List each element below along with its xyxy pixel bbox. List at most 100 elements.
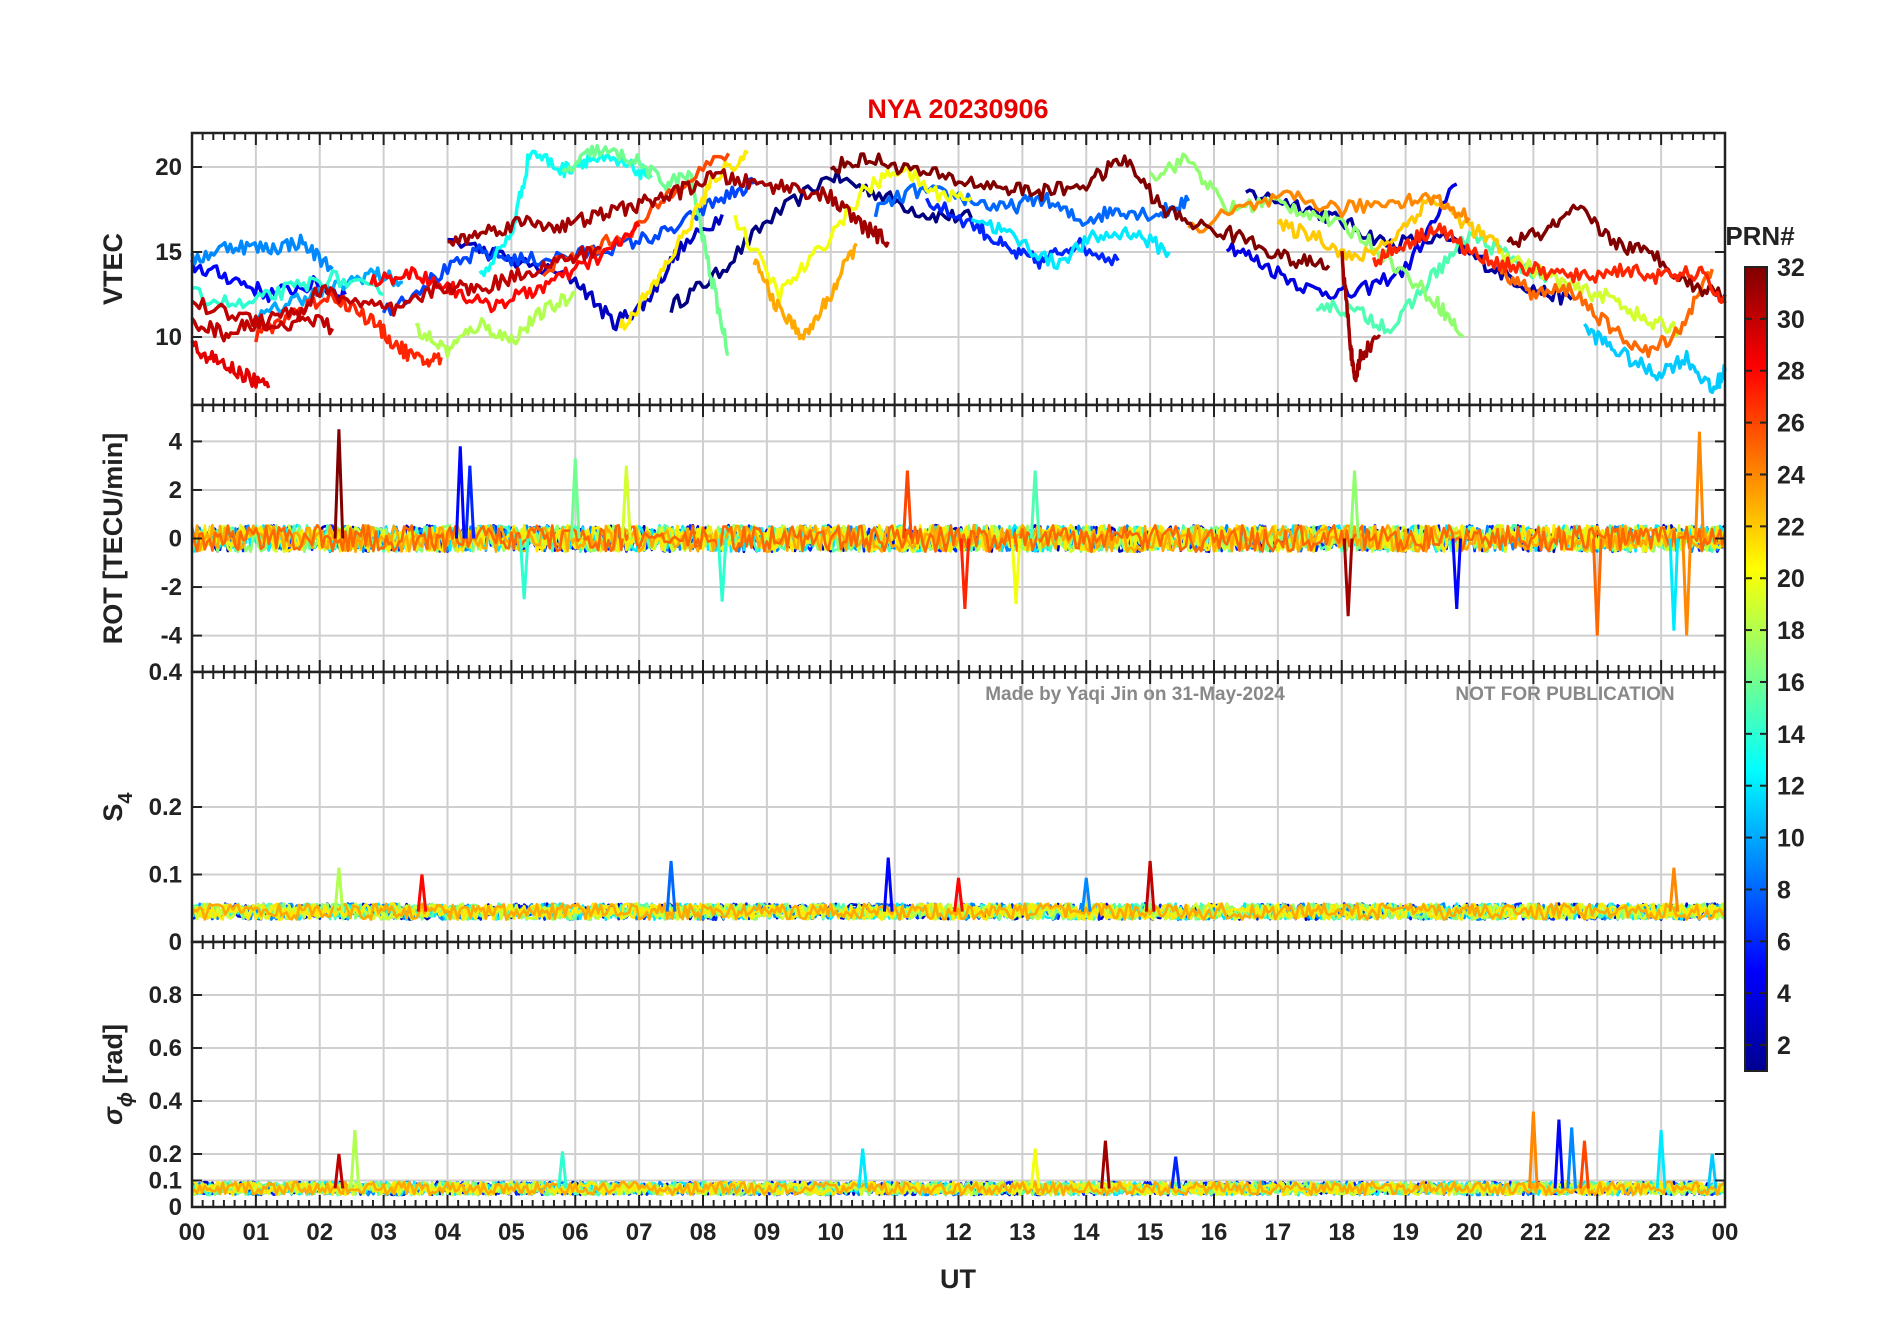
vtec-series-prn-29 [190, 339, 271, 389]
x-tick-label: 04 [434, 1219, 461, 1246]
series-group [190, 857, 1727, 922]
sigma_phi-spike-prn-18 [349, 1130, 361, 1189]
panel-rot: -4 -2 0 2 4 ROT [TECU/min] [98, 403, 1727, 674]
colorbar-gradient [1744, 266, 1768, 1072]
colorbar-tick-label: 10 [1777, 825, 1805, 853]
x-axis-label: UT [940, 1264, 976, 1294]
vtec-series-prn-23 [752, 242, 858, 341]
colorbar-tick-label: 26 [1777, 410, 1805, 438]
x-tick-label: 08 [690, 1219, 717, 1246]
y-axis-label: ROT [TECU/min] [98, 433, 128, 644]
x-tick-label: 00 [1712, 1219, 1739, 1246]
rot-spike-prn-12 [1668, 538, 1680, 631]
rot-spike-prn-14 [518, 538, 530, 600]
vtec-series-prn-4 [1225, 182, 1458, 301]
rot-spike-prn-25 [1591, 538, 1603, 636]
vtec-series-prn-27 [254, 290, 443, 368]
rot-spike-prn-16 [569, 458, 581, 539]
series-group [190, 429, 1727, 636]
y-axis-label: S4 [98, 792, 137, 822]
x-tick-label: 19 [1392, 1219, 1419, 1246]
vtec-series-prn-9 [190, 233, 334, 273]
vtec-series-prn-18 [414, 290, 577, 359]
rot-spike-prn-19 [621, 465, 632, 539]
colorbar-tick-label: 30 [1777, 306, 1805, 334]
sigma_phi-spike-prn-11 [1706, 1153, 1718, 1189]
rot-spike-prn-5 [1451, 538, 1463, 609]
x-tick-label: 06 [562, 1219, 589, 1246]
rot-spike-prn-32 [333, 429, 345, 539]
sigma_phi-spike-prn-20 [1029, 1148, 1041, 1189]
s4-spike-prn-8 [665, 860, 677, 912]
x-tick-label: 01 [243, 1219, 270, 1246]
series-group [190, 1111, 1727, 1197]
colorbar-tick-label: 22 [1777, 513, 1805, 541]
sigma_phi-spike-prn-26 [1579, 1140, 1590, 1189]
y-tick-label: 10 [155, 324, 182, 351]
x-tick-label: 16 [1201, 1219, 1228, 1246]
x-tick-label: 15 [1137, 1219, 1164, 1246]
vtec-series-prn-11 [1583, 322, 1727, 395]
colorbar-tick-label: 28 [1777, 358, 1805, 386]
vtec-series-prn-32 [1506, 203, 1727, 304]
sigma_phi-noise-trace [191, 1180, 1726, 1197]
colorbar-tick-label: 12 [1777, 773, 1805, 801]
y-tick-label: 0.2 [149, 794, 182, 821]
vtec-series-prn-17 [1148, 152, 1465, 339]
s4-spike-prn-30 [1144, 860, 1156, 912]
x-tick-label: 10 [817, 1219, 844, 1246]
vtec-series-prn-1 [669, 168, 973, 314]
x-tick-label: 02 [306, 1219, 333, 1246]
vtec-series-prn-26 [542, 152, 731, 278]
colorbar-tick-label: 14 [1777, 721, 1805, 749]
rot-spike-prn-14 [716, 538, 728, 602]
y-tick-label: 2 [169, 477, 182, 504]
watermark-notice: NOT FOR PUBLICATION [1455, 684, 1674, 705]
y-tick-label: 4 [169, 428, 183, 455]
rot-noise-trace [190, 523, 1727, 554]
vtec-series-prn-30 [190, 306, 335, 343]
rot-spike-prn-20 [1010, 538, 1022, 605]
x-tick-label: 23 [1648, 1219, 1675, 1246]
x-tick-label: 17 [1265, 1219, 1292, 1246]
vtec-series-prn-3 [447, 214, 724, 332]
colorbar-tick-label: 20 [1777, 565, 1805, 593]
vtec-series-prn-27 [1372, 222, 1727, 305]
vtec-series-prn-16 [561, 143, 729, 356]
s4-spike-prn-9 [1080, 877, 1092, 912]
sigma_phi-spike-prn-12 [857, 1148, 869, 1189]
x-tick-label: 05 [498, 1219, 525, 1246]
sigma_phi-spike-prn-30 [333, 1153, 345, 1189]
s4-noise-trace [190, 902, 1726, 922]
vtec-series-prn-31 [447, 168, 890, 248]
x-tick-label: 21 [1520, 1219, 1547, 1246]
colorbar-tick-label: 8 [1777, 876, 1791, 904]
s4-spike-prn-28 [953, 877, 964, 912]
y-tick-label: 0 [169, 929, 182, 956]
rot-spike-prn-24 [1694, 431, 1705, 539]
chart-title: NYA 20230906 [867, 94, 1048, 124]
y-tick-label: 0.1 [149, 1168, 182, 1195]
y-tick-label: -2 [161, 574, 182, 601]
x-tick-label: 22 [1584, 1219, 1611, 1246]
rot-spike-prn-27 [959, 538, 971, 609]
y-tick-label: 0.2 [149, 1141, 182, 1168]
y-tick-label: 0.1 [149, 862, 182, 889]
vtec-series-prn-24 [1187, 189, 1471, 234]
vtec-series-prn-6 [925, 197, 1120, 270]
sigma_phi-spike-prn-5 [1553, 1119, 1565, 1189]
y-tick-label: -4 [161, 623, 183, 650]
rot-spike-prn-26 [902, 470, 913, 539]
colorbar-tick-label: 6 [1777, 928, 1791, 956]
colorbar-label: PRN# [1725, 221, 1795, 251]
vtec-series-prn-30 [190, 245, 602, 332]
y-tick-label: 0 [169, 526, 182, 553]
y-axis-label: VTEC [98, 233, 128, 305]
y-tick-label: 20 [155, 154, 182, 181]
y-tick-label: 0.4 [149, 1088, 183, 1115]
x-tick-label: 20 [1456, 1219, 1483, 1246]
panel-s4: 0 0.1 0.2 0.4 S4 [98, 659, 1727, 956]
vtec-series-prn-25 [1499, 261, 1714, 359]
